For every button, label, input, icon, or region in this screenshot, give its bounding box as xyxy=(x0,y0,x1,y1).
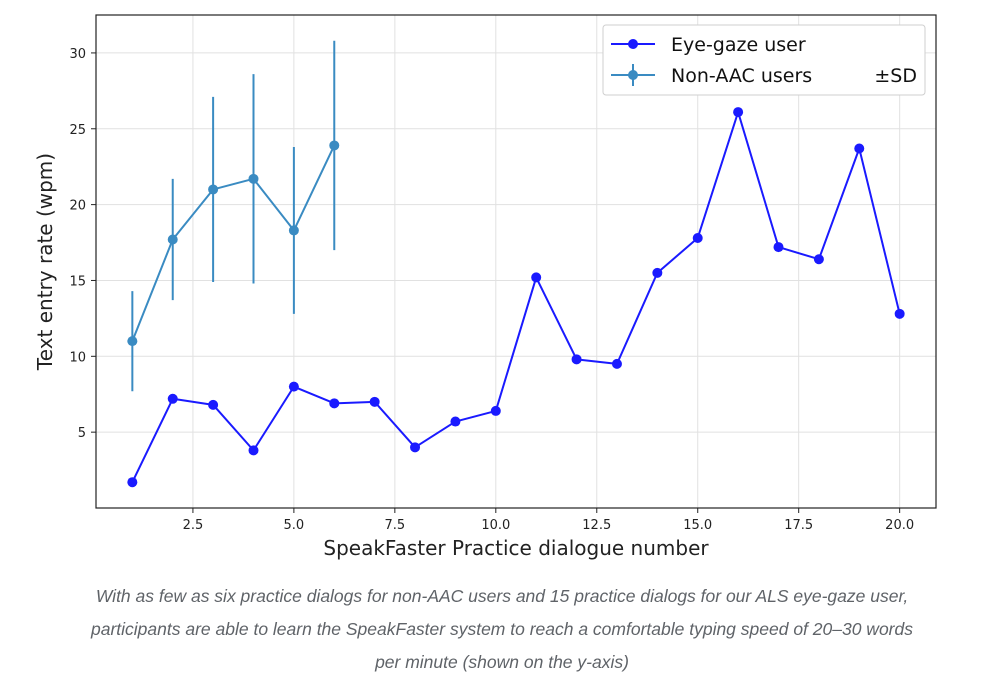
x-tick-label: 12.5 xyxy=(582,518,611,533)
data-point xyxy=(208,399,219,410)
y-axis-label: Text entry rate (wpm) xyxy=(33,153,57,371)
x-tick-label: 5.0 xyxy=(284,518,305,533)
series-line-0 xyxy=(131,111,901,483)
chart: 2.5 5.0 7.5 10.0 12.5 15.0 17.5 20.0 5 10 15 20 25 3… xyxy=(33,14,937,560)
data-point xyxy=(531,272,542,283)
x-tick-label: 17.5 xyxy=(784,518,813,533)
x-axis-label: SpeakFaster Practice dialogue number xyxy=(323,536,709,560)
data-point xyxy=(611,358,622,369)
legend: Eye-gaze user Non-AAC users ±SD xyxy=(602,24,926,96)
series-line-1 xyxy=(131,145,336,342)
data-point xyxy=(288,381,299,392)
data-point xyxy=(813,254,824,265)
data-points xyxy=(127,107,905,488)
data-point xyxy=(127,336,138,347)
legend-marker-non-aac xyxy=(628,70,638,80)
data-point xyxy=(167,234,178,245)
data-point xyxy=(248,173,259,184)
data-point xyxy=(692,232,703,243)
caption-line-3: per minute (shown on the y-axis) xyxy=(375,652,629,672)
caption-line-2: participants are able to learn the Speak… xyxy=(91,619,913,639)
y-tick-label: 5 xyxy=(78,426,86,441)
legend-label-non-aac: Non-AAC users xyxy=(671,65,812,87)
y-tick-label: 30 xyxy=(69,47,86,62)
data-point xyxy=(369,396,380,407)
legend-box xyxy=(602,24,926,96)
x-axis-ticks: 2.5 5.0 7.5 10.0 12.5 15.0 17.5 20.0 xyxy=(183,508,914,533)
legend-label-eye-gaze: Eye-gaze user xyxy=(671,34,806,56)
figure-caption: With as few as six practice dialogs for … xyxy=(0,580,1004,679)
series-lines xyxy=(131,111,901,483)
x-tick-label: 20.0 xyxy=(885,518,914,533)
y-tick-label: 20 xyxy=(69,199,86,214)
x-tick-label: 15.0 xyxy=(683,518,712,533)
data-point xyxy=(490,405,501,416)
x-tick-label: 10.0 xyxy=(481,518,510,533)
data-point xyxy=(733,107,744,118)
data-point xyxy=(410,442,421,453)
data-point xyxy=(127,477,138,488)
x-tick-label: 7.5 xyxy=(385,518,406,533)
data-point xyxy=(854,143,865,154)
data-point xyxy=(329,398,340,409)
y-tick-label: 25 xyxy=(69,123,86,138)
data-point xyxy=(571,354,582,365)
y-tick-label: 10 xyxy=(69,350,86,365)
y-axis-ticks: 5 10 15 20 25 30 xyxy=(69,47,96,441)
caption-line-1: With as few as six practice dialogs for … xyxy=(95,586,909,606)
data-point xyxy=(288,225,299,236)
data-point xyxy=(248,445,259,456)
plot-frame xyxy=(95,14,937,509)
data-point xyxy=(167,393,178,404)
legend-marker-eye-gaze xyxy=(628,39,638,49)
x-tick-label: 2.5 xyxy=(183,518,204,533)
y-tick-label: 15 xyxy=(69,274,86,289)
data-point xyxy=(652,267,663,278)
data-point xyxy=(894,308,905,319)
data-point xyxy=(450,416,461,427)
data-point xyxy=(208,184,219,195)
data-point xyxy=(773,242,784,253)
error-bars xyxy=(131,40,336,392)
legend-sd-note: ±SD xyxy=(874,65,917,87)
data-point xyxy=(329,140,340,151)
